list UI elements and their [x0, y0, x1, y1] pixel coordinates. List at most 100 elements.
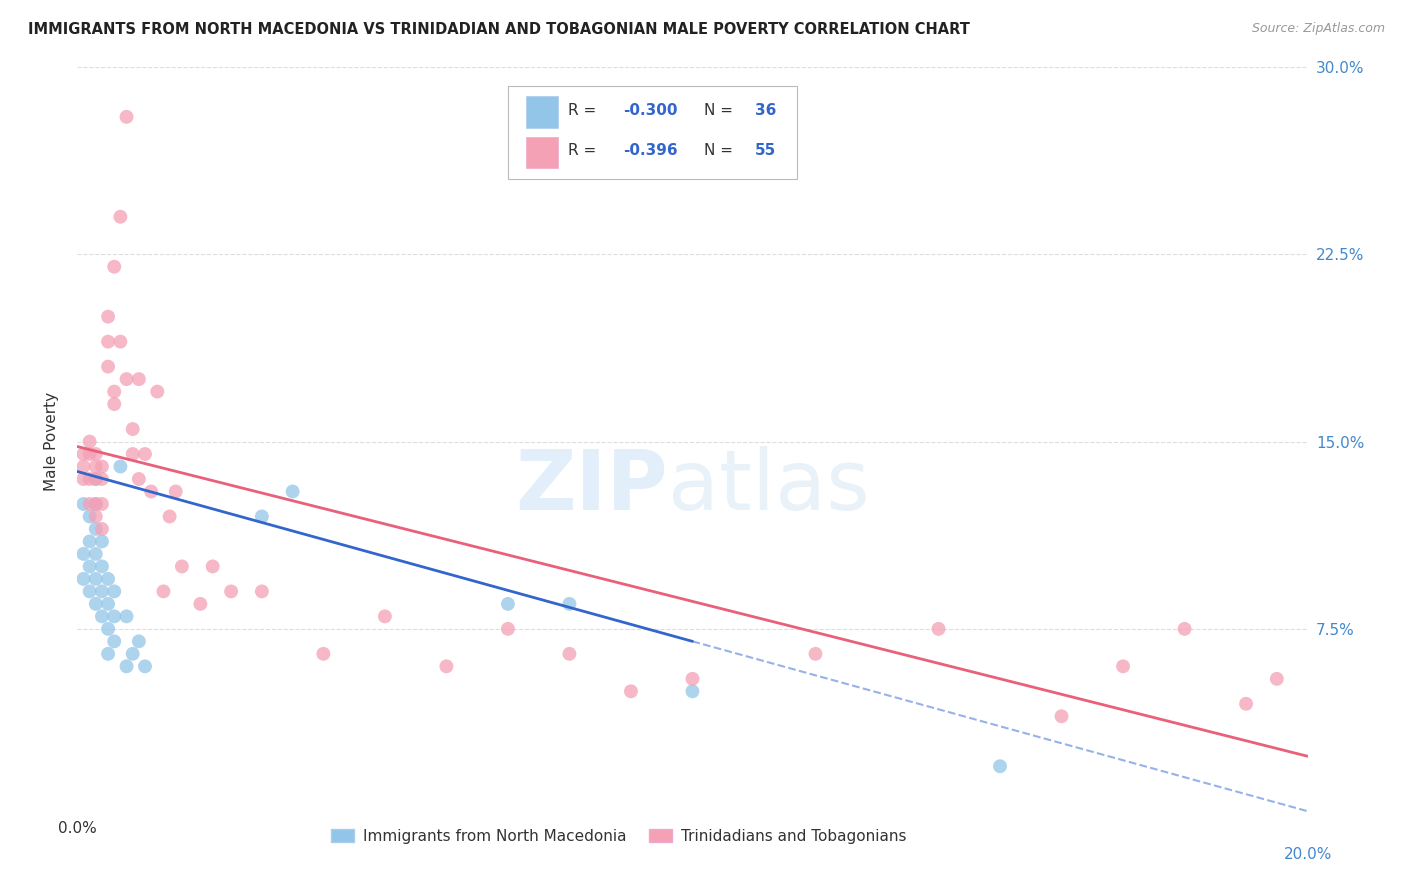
Point [128, 634, 150, 648]
Point [250, 509, 273, 524]
Point [1174, 622, 1197, 636]
Point [115, 372, 138, 386]
Point [79, 434, 101, 449]
Text: 20.0%: 20.0% [1284, 847, 1331, 862]
Point [84, 597, 107, 611]
Point [159, 509, 181, 524]
Point [90, 459, 114, 474]
Point [84, 447, 107, 461]
Text: -0.396: -0.396 [624, 143, 678, 158]
Point [90, 497, 114, 511]
Text: atlas: atlas [668, 446, 869, 527]
Text: -0.300: -0.300 [624, 103, 678, 118]
Point [121, 422, 143, 436]
Point [97, 572, 120, 586]
Point [620, 684, 643, 698]
Text: 36: 36 [755, 103, 776, 118]
Point [79, 509, 101, 524]
Point [84, 522, 107, 536]
Text: 55: 55 [755, 143, 776, 158]
Point [90, 472, 114, 486]
Point [79, 447, 101, 461]
Point [165, 484, 187, 499]
Point [79, 497, 101, 511]
Point [84, 572, 107, 586]
Point [988, 759, 1011, 773]
Legend: Immigrants from North Macedonia, Trinidadians and Tobagonians: Immigrants from North Macedonia, Trinida… [325, 822, 912, 850]
Point [804, 647, 827, 661]
Text: R =: R = [568, 143, 602, 158]
Point [84, 472, 107, 486]
Point [1050, 709, 1073, 723]
Point [97, 359, 120, 374]
FancyBboxPatch shape [526, 137, 558, 169]
Point [72, 472, 94, 486]
Point [121, 647, 143, 661]
Text: Source: ZipAtlas.com: Source: ZipAtlas.com [1251, 22, 1385, 36]
Point [103, 384, 125, 399]
Point [84, 472, 107, 486]
Point [141, 484, 163, 499]
Point [312, 647, 335, 661]
Point [110, 334, 132, 349]
Point [79, 534, 101, 549]
Text: R =: R = [568, 103, 602, 118]
Point [496, 597, 519, 611]
Point [97, 334, 120, 349]
Point [72, 572, 94, 586]
Point [115, 110, 138, 124]
Point [97, 647, 120, 661]
Point [97, 622, 120, 636]
Point [97, 597, 120, 611]
Point [72, 497, 94, 511]
Point [152, 584, 174, 599]
Point [72, 447, 94, 461]
Point [1112, 659, 1135, 673]
Point [84, 459, 107, 474]
Point [72, 547, 94, 561]
Point [84, 497, 107, 511]
Point [128, 472, 150, 486]
Point [146, 384, 169, 399]
Point [90, 522, 114, 536]
Point [90, 534, 114, 549]
Text: N =: N = [703, 103, 737, 118]
Point [128, 372, 150, 386]
Point [84, 547, 107, 561]
Point [219, 584, 242, 599]
Point [188, 597, 212, 611]
Point [928, 622, 950, 636]
Point [134, 447, 156, 461]
Point [1234, 697, 1257, 711]
Point [79, 472, 101, 486]
Point [682, 672, 704, 686]
Point [84, 509, 107, 524]
Point [103, 634, 125, 648]
Text: IMMIGRANTS FROM NORTH MACEDONIA VS TRINIDADIAN AND TOBAGONIAN MALE POVERTY CORRE: IMMIGRANTS FROM NORTH MACEDONIA VS TRINI… [28, 22, 970, 37]
Point [72, 459, 94, 474]
Point [115, 609, 138, 624]
Text: N =: N = [703, 143, 737, 158]
Point [121, 447, 143, 461]
Point [97, 310, 120, 324]
Point [90, 584, 114, 599]
Text: ZIP: ZIP [516, 446, 668, 527]
Point [558, 597, 581, 611]
Point [103, 609, 125, 624]
Point [281, 484, 304, 499]
Point [110, 459, 132, 474]
Point [79, 559, 101, 574]
Point [250, 584, 273, 599]
Point [436, 659, 458, 673]
Point [103, 584, 125, 599]
Point [84, 497, 107, 511]
Point [170, 559, 193, 574]
Point [201, 559, 224, 574]
Point [110, 210, 132, 224]
Point [90, 609, 114, 624]
Point [103, 397, 125, 411]
FancyBboxPatch shape [526, 96, 558, 128]
Point [496, 622, 519, 636]
Point [1265, 672, 1288, 686]
Y-axis label: Male Poverty: Male Poverty [44, 392, 59, 491]
